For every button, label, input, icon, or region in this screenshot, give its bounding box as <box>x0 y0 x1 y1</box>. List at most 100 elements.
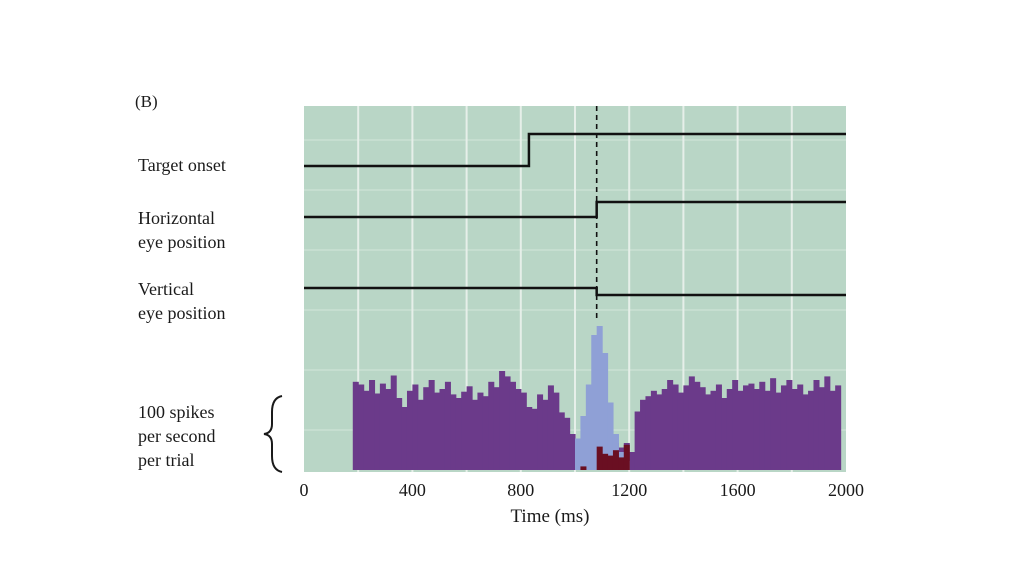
histogram-bar <box>748 383 755 470</box>
histogram-bar <box>737 390 744 470</box>
horizontal-label-line-1: Horizontal <box>138 208 215 228</box>
histogram-bar <box>423 387 430 470</box>
histogram-bar <box>520 392 527 470</box>
peak-bar <box>580 416 587 470</box>
histogram-bar <box>797 384 804 470</box>
histogram-bar <box>450 394 457 470</box>
spike-scale-label: 100 spikes per second per trial <box>138 400 215 472</box>
histogram-bar <box>818 387 825 470</box>
histogram-bar <box>791 389 798 470</box>
histogram-bar <box>493 387 500 470</box>
histogram-bar <box>802 394 809 470</box>
target-onset-trace <box>304 132 846 168</box>
histogram-bar <box>732 380 739 470</box>
x-axis-title: Time (ms) <box>510 506 590 527</box>
histogram-bar <box>715 384 722 470</box>
scale-brace <box>263 395 283 473</box>
peak-bar <box>585 384 592 470</box>
histogram-bar <box>743 385 750 470</box>
dark-bar <box>602 453 609 470</box>
x-tick-label: 1600 <box>720 480 756 500</box>
histogram-bar <box>824 376 831 470</box>
eye-traces <box>304 106 846 322</box>
panel-label: (B) <box>135 92 158 111</box>
histogram-bar <box>515 389 522 470</box>
histogram-bar <box>526 407 533 470</box>
x-tick-label: 0 <box>300 480 309 500</box>
histogram-bar <box>406 390 413 470</box>
histogram-bar <box>434 392 441 470</box>
x-tick-label: 1200 <box>611 480 647 500</box>
histogram-bar <box>775 392 782 470</box>
spike-label-line-3: per trial <box>138 450 195 470</box>
dark-bar <box>607 455 614 470</box>
histogram-bar <box>472 399 479 470</box>
target-onset-label: Target onset <box>138 155 226 175</box>
histogram-bar <box>509 381 516 470</box>
peak-bar <box>591 335 598 470</box>
histogram-bar <box>461 391 468 470</box>
dark-bar <box>580 466 587 470</box>
x-tick-label: 800 <box>507 480 534 500</box>
histogram-bar <box>488 381 495 470</box>
peak-bar <box>575 438 582 470</box>
histogram-bar <box>558 412 565 470</box>
peak-bar <box>602 353 609 470</box>
vertical-eye-position-label: Vertical eye position <box>138 277 226 325</box>
peak-bar <box>607 402 614 470</box>
histogram-bar <box>531 408 538 470</box>
histogram-bar <box>699 387 706 470</box>
histogram-bar <box>661 389 668 470</box>
histogram-bar <box>358 384 365 470</box>
histogram-bar <box>444 381 451 470</box>
histogram-bar <box>683 385 690 470</box>
spike-histogram <box>352 326 842 470</box>
histogram-bar <box>721 398 728 470</box>
histogram-bar <box>363 390 370 470</box>
histogram-bar <box>542 399 549 470</box>
histogram-bar <box>428 380 435 470</box>
horizontal-label-line-2: eye position <box>138 232 226 252</box>
histogram-bar <box>813 380 820 470</box>
histogram-bar <box>396 398 403 470</box>
histogram-bar <box>401 407 408 470</box>
histogram-bar <box>466 386 473 470</box>
histogram-bar <box>780 385 787 470</box>
histogram-bar <box>672 384 679 470</box>
histogram-bar <box>564 417 571 470</box>
histogram-bar <box>569 434 576 470</box>
histogram-bar <box>412 384 419 470</box>
x-tick-label: 400 <box>399 480 426 500</box>
histogram-bar <box>726 389 733 470</box>
dark-bar <box>618 457 625 470</box>
histogram-bar <box>808 390 815 470</box>
histogram-bar <box>352 381 359 470</box>
histogram-bar <box>753 389 760 470</box>
histogram-bar <box>482 396 489 470</box>
histogram-bar <box>547 385 554 470</box>
vertical-label-line-1: Vertical <box>138 279 194 299</box>
histogram-bar <box>455 398 462 470</box>
histogram-bar <box>640 399 647 470</box>
x-tick-labels: 0 400 800 1200 1600 2000 <box>300 480 865 500</box>
histogram-bar <box>499 371 506 470</box>
histogram-bar <box>504 376 511 470</box>
histogram-bar <box>829 390 836 470</box>
histogram-bar <box>656 394 663 470</box>
histogram-bar <box>710 390 717 470</box>
histogram-bar <box>417 399 424 470</box>
histogram-bar <box>694 381 701 470</box>
histogram-bar <box>650 390 657 470</box>
histogram-bar <box>477 392 484 470</box>
histogram-bar <box>667 380 674 470</box>
histogram-bar <box>764 390 771 470</box>
histogram-bar <box>835 385 842 470</box>
peak-bar <box>596 326 603 470</box>
histogram-bar <box>677 392 684 470</box>
histogram-bar <box>553 392 560 470</box>
histogram-bar <box>537 394 544 470</box>
histogram-bar <box>688 376 695 470</box>
histogram-bar <box>439 389 446 470</box>
dark-bar <box>612 450 619 470</box>
histogram-bar <box>634 411 641 470</box>
